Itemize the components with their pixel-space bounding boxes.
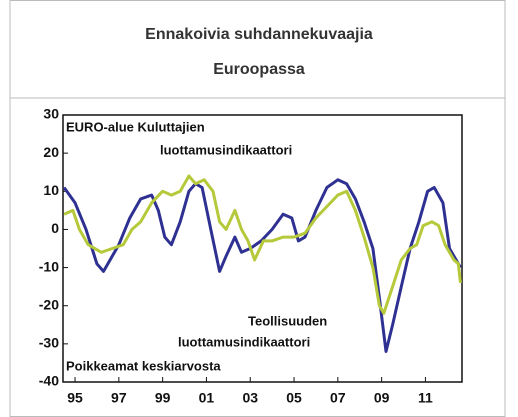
y-tick-label: 20 xyxy=(43,144,59,160)
x-tick-label: 03 xyxy=(242,390,258,406)
x-tick-label: 99 xyxy=(155,390,171,406)
y-tick-label: 10 xyxy=(43,182,59,198)
plot-area xyxy=(62,114,463,383)
chart-title: Euroopassa xyxy=(213,61,305,78)
x-tick-label: 97 xyxy=(111,390,127,406)
line-series xyxy=(63,174,462,315)
annotation: Teollisuuden xyxy=(248,313,327,328)
x-tick-label: 05 xyxy=(286,390,302,406)
y-tick-label: -30 xyxy=(39,335,59,351)
x-tick-label: 09 xyxy=(374,390,390,406)
y-tick-label: 0 xyxy=(51,220,59,236)
chart-title: Ennakoivia suhdannekuvaajia xyxy=(145,26,373,43)
y-tick-label: -10 xyxy=(39,258,59,274)
x-tick-label: 01 xyxy=(199,390,215,406)
x-tick-label: 11 xyxy=(418,390,433,406)
y-tick-label: 30 xyxy=(43,106,59,122)
line-series xyxy=(62,178,462,353)
y-tick-label: -40 xyxy=(39,373,59,389)
annotation: EURO-alue Kuluttajien xyxy=(66,119,205,134)
x-tick-label: 95 xyxy=(67,390,83,406)
x-tick-label: 07 xyxy=(330,390,346,406)
annotation: Poikkeamat keskiarvosta xyxy=(66,358,221,373)
annotation: luottamusindikaattori xyxy=(178,334,310,349)
annotation: luottamusindikaattori xyxy=(160,142,292,157)
y-tick-label: -20 xyxy=(39,296,59,312)
